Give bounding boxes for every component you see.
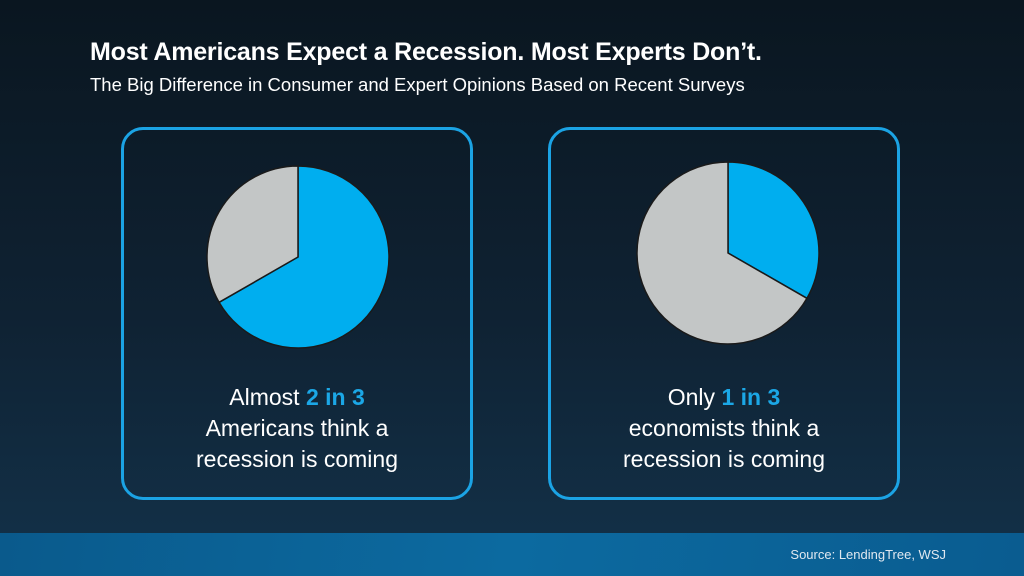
economists-card: Only 1 in 3 economists think a recession… <box>548 127 900 500</box>
americans-card: Almost 2 in 3 Americans think a recessio… <box>121 127 473 500</box>
pie-slice-recession <box>218 165 390 349</box>
caption-highlight: 1 in 3 <box>721 384 781 410</box>
caption-highlight: 2 in 3 <box>305 384 365 410</box>
americans-pie <box>206 165 390 349</box>
caption-prefix: Almost <box>229 384 306 410</box>
caption-prefix: Only <box>667 384 722 410</box>
americans-caption: Almost 2 in 3 Americans think a recessio… <box>124 382 470 475</box>
pie-slice-other <box>636 161 808 345</box>
economists-caption: Only 1 in 3 economists think a recession… <box>551 382 897 475</box>
caption-line: recession is coming <box>196 446 398 472</box>
pie-slice-other <box>206 165 299 304</box>
page-subtitle: The Big Difference in Consumer and Exper… <box>90 74 745 95</box>
source-text: Source: LendingTree, WSJ <box>790 547 946 562</box>
caption-line: Americans think a <box>205 415 389 441</box>
caption-line: economists think a <box>628 415 820 441</box>
page-title: Most Americans Expect a Recession. Most … <box>90 38 762 66</box>
footer-band: Source: LendingTree, WSJ <box>0 533 1024 576</box>
pie-slice-recession <box>727 161 820 300</box>
caption-line: recession is coming <box>623 446 825 472</box>
economists-pie <box>636 161 820 345</box>
